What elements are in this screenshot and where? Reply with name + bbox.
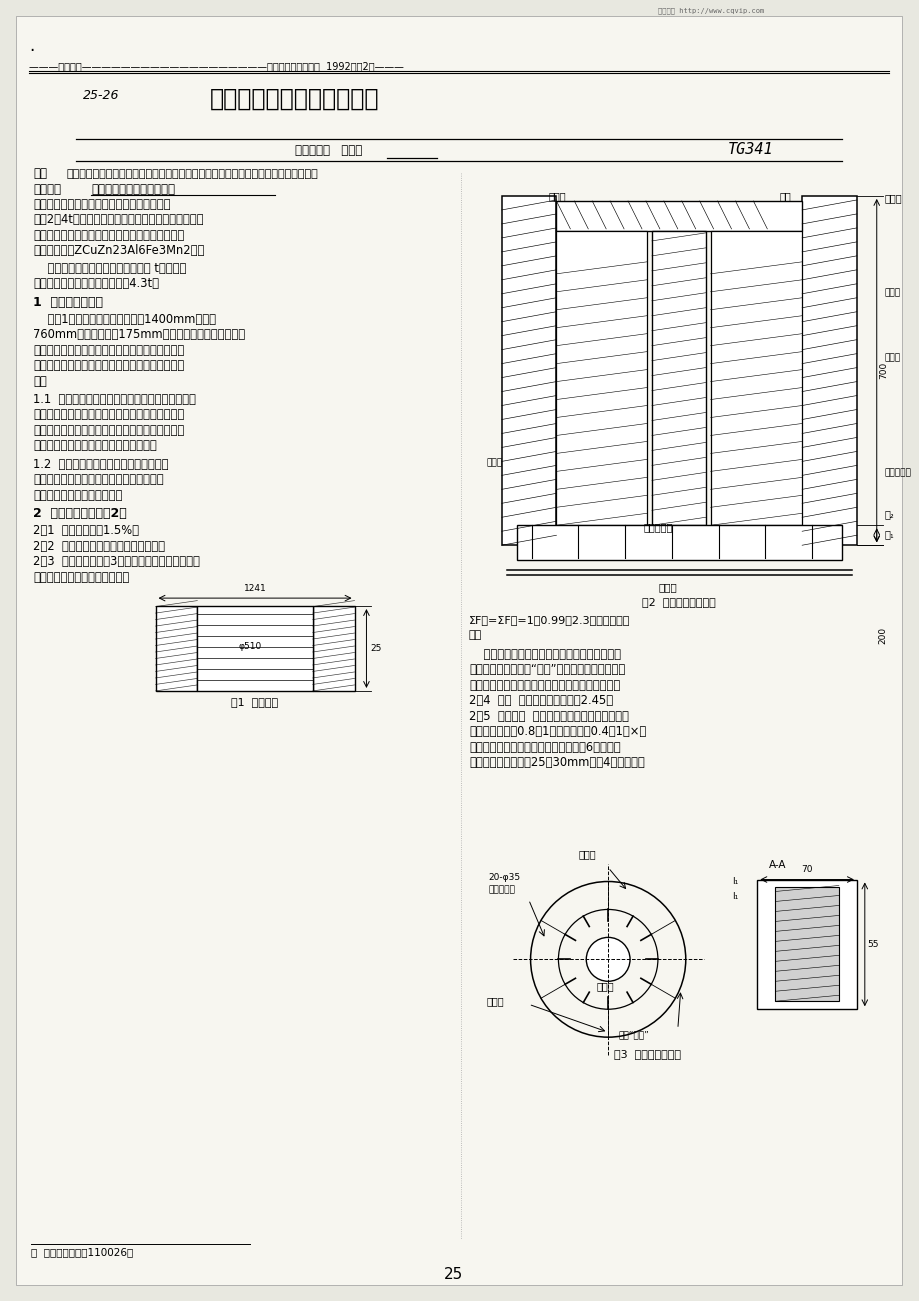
Text: 2．1  铸造收缩率厖1.5%。: 2．1 铸造收缩率厖1.5%。 xyxy=(33,524,139,537)
Text: 1.1  要创造顺序凝固的条件并加速冷却。在浇注位: 1.1 要创造顺序凝固的条件并加速冷却。在浇注位 xyxy=(33,393,196,406)
Text: 下₁: 下₁ xyxy=(884,530,893,539)
Bar xyxy=(501,196,556,545)
Text: （中）: （中） xyxy=(884,354,900,363)
Text: ·: · xyxy=(29,42,34,60)
Text: 雨淋内浇口: 雨淋内浇口 xyxy=(488,886,516,895)
Text: 25: 25 xyxy=(444,1267,463,1281)
Text: ———生产技术———————————————————特种铸造及有色合金  1992年第2期———: ———生产技术———————————————————特种铸造及有色合金 1992… xyxy=(29,61,403,72)
Text: 25-26: 25-26 xyxy=(83,90,119,103)
Text: 横浇口之间安放过滤“栅栏”（插两排钉子）。在横: 横浇口之间安放过滤“栅栏”（插两排钉子）。在横 xyxy=(469,664,625,677)
Text: 化夹杂等铸造缺陷，为此，必须采取相应的工艺措: 化夹杂等铸造缺陷，为此，必须采取相应的工艺措 xyxy=(33,359,185,372)
Text: 置上，铸件顶部设置冒口，内外圆放置冷铁；在快: 置上，铸件顶部设置冒口，内外圆放置冷铁；在快 xyxy=(33,409,185,422)
Text: 200: 200 xyxy=(878,627,887,644)
Bar xyxy=(756,879,856,1010)
Text: 雨淋内浇口: 雨淋内浇口 xyxy=(643,522,673,532)
Text: 注系统。采取底注式、开放式雨淋浇口，以: 注系统。采取底注式、开放式雨淋浇口，以 xyxy=(33,474,164,487)
Text: 关键词：: 关键词： xyxy=(33,183,62,196)
Text: 逸螺母，铸造工艺，铝黄逸: 逸螺母，铸造工艺，铝黄逸 xyxy=(91,183,175,196)
Bar xyxy=(312,606,354,691)
Text: 施。: 施。 xyxy=(33,375,47,388)
Text: 多年来采用干型铸造已生产了上百 t多种型号: 多年来采用干型铸造已生产了上百 t多种型号 xyxy=(33,262,187,275)
Text: 减少液流冲击产生氧化夹杂。: 减少液流冲击产生氧化夹杂。 xyxy=(33,489,122,502)
Text: 强度铝黄逸（ZCuZn23Al6Fe3Mn2）。: 强度铝黄逸（ZCuZn23Al6Fe3Mn2）。 xyxy=(33,245,204,258)
Text: 通用冷铁中: 通用冷铁中 xyxy=(884,468,911,477)
Text: 横浇口: 横浇口 xyxy=(486,997,504,1006)
Text: 芯铁管: 芯铁管 xyxy=(548,191,565,200)
Bar xyxy=(155,606,198,691)
Text: 浇口与内浇口之间安放过滤网（烧结的铁丝网）。: 浇口与内浇口之间安放过滤网（烧结的铁丝网）。 xyxy=(469,679,619,692)
Text: 响）: 响） xyxy=(469,630,482,640)
Text: 700: 700 xyxy=(878,362,887,379)
Text: 两个直浇口同时浇注，为了缓流，在直浇口与: 两个直浇口同时浇注，为了缓流，在直浇口与 xyxy=(469,648,620,661)
Text: φ510: φ510 xyxy=(238,641,261,650)
Text: 1241: 1241 xyxy=(244,584,267,593)
Text: 的条件，避免加工后在螺纹处发现气孔。: 的条件，避免加工后在螺纹处发现气孔。 xyxy=(33,440,157,453)
Bar xyxy=(198,606,312,691)
Text: 20-φ35: 20-φ35 xyxy=(488,873,520,882)
Text: 下₂: 下₂ xyxy=(884,509,893,519)
Text: 叙述大型逸螺母铸造工艺设计的原则、燕炼和浇注工艺的特点、废品分析及改进措施。: 叙述大型逸螺母铸造工艺设计的原则、燕炼和浇注工艺的特点、废品分析及改进措施。 xyxy=(66,169,317,180)
Text: 图3  浇注系统示意图: 图3 浇注系统示意图 xyxy=(614,1049,681,1059)
Text: 内冷铁: 内冷铁 xyxy=(486,458,503,467)
Text: 横浇口: 横浇口 xyxy=(658,582,677,592)
Text: 系统各部分断面面积比例如下：: 系统各部分断面面积比例如下： xyxy=(33,571,130,584)
Text: 1  铸造工艺性分析: 1 铸造工艺性分析 xyxy=(33,295,103,308)
Text: 大型逸螺母的铸造工艺特点: 大型逸螺母的铸造工艺特点 xyxy=(210,87,380,111)
Text: 这么厚，而且又都加工，容易出现气孔、缩松和氧: 这么厚，而且又都加工，容易出现气孔、缩松和氧 xyxy=(33,343,185,356)
Bar xyxy=(556,200,801,230)
Text: 沈阳铸造厂   侯廷秀: 沈阳铸造厂 侯廷秀 xyxy=(294,144,362,157)
Text: 2．4  冒口  冒口高与直径之比为2.45。: 2．4 冒口 冒口高与直径之比为2.45。 xyxy=(469,695,612,708)
Text: 25: 25 xyxy=(370,644,381,653)
Bar xyxy=(652,230,705,526)
Text: 速冷却的同时形成防止气体在铸件凝固时大量析出: 速冷却的同时形成防止气体在铸件凝固时大量析出 xyxy=(33,424,185,437)
Bar xyxy=(801,196,856,545)
Text: （上）: （上） xyxy=(884,289,900,298)
Text: 约为铸件高度的0.8～1倍，厚度为（0.4～1）×壁: 约为铸件高度的0.8～1倍，厚度为（0.4～1）×壁 xyxy=(469,726,645,739)
Text: I₁: I₁ xyxy=(732,892,738,902)
Text: 厚。为了取出方便，冷铁在圆周上分为6块，每两: 厚。为了取出方便，冷铁在圆周上分为6块，每两 xyxy=(469,740,619,753)
Text: 2．2  浇注位置：螺母中心轴垂直浇注。: 2．2 浇注位置：螺母中心轴垂直浇注。 xyxy=(33,540,165,553)
Text: A-A: A-A xyxy=(768,860,786,869)
Text: 自浇口: 自浇口 xyxy=(596,981,613,991)
Text: 摘要: 摘要 xyxy=(33,167,47,180)
Text: 70: 70 xyxy=(800,865,812,873)
Circle shape xyxy=(585,938,630,981)
Text: 760mm），壁厚大（175mm），内圆加工出梯形螺纹。: 760mm），壁厚大（175mm），内圆加工出梯形螺纹。 xyxy=(33,328,245,341)
Text: 2．3  浇注系统：如图3。底注式雨淋内浇口。浇注: 2．3 浇注系统：如图3。底注式雨淋内浇口。浇注 xyxy=(33,556,199,569)
Bar xyxy=(775,887,838,1002)
Bar xyxy=(709,230,801,526)
Bar xyxy=(556,230,646,526)
Text: TG341: TG341 xyxy=(727,142,772,157)
Text: 的大型逸螺母，其中最大的重达4.3t。: 的大型逸螺母，其中最大的重达4.3t。 xyxy=(33,277,159,290)
Text: 大（2～4t），技术条件要求高，在螺纹处不允许有气: 大（2～4t），技术条件要求高，在螺纹处不允许有气 xyxy=(33,213,203,226)
Text: 图2  逸螺母铸造工艺图: 图2 逸螺母铸造工艺图 xyxy=(641,597,715,608)
Text: ΣF直=ΣF横=1：0.99：2.3（不计滤网影: ΣF直=ΣF横=1：0.99：2.3（不计滤网影 xyxy=(469,615,630,624)
Text: 过滤“栅栏”: 过滤“栅栏” xyxy=(618,1030,648,1039)
Text: 大型逸螺母是锻压机床的关键部件，该件重量: 大型逸螺母是锻压机床的关键部件，该件重量 xyxy=(33,198,171,211)
Text: 以图1为例，大型逸螺母（长度1400mm，直径: 以图1为例，大型逸螺母（长度1400mm，直径 xyxy=(33,312,216,325)
Text: ＊  侯廷秀，沈阳（110026）: ＊ 侯廷秀，沈阳（110026） xyxy=(31,1246,133,1257)
Text: 过滤网: 过滤网 xyxy=(578,850,596,860)
Text: 图1  逸螺母图: 图1 逸螺母图 xyxy=(232,697,278,706)
Text: 冒口: 冒口 xyxy=(778,191,790,200)
Text: 维普资讯 http://www.cqvip.com: 维普资讯 http://www.cqvip.com xyxy=(657,8,764,14)
Text: 块冷铁之间的间隙畖25～30mm如图4，稍小些的: 块冷铁之间的间隙畖25～30mm如图4，稍小些的 xyxy=(469,756,644,769)
Text: I₁: I₁ xyxy=(732,877,738,886)
Text: 2．5  激冷措施  在内、外圆放置冷铁。冷铁高度: 2．5 激冷措施 在内、外圆放置冷铁。冷铁高度 xyxy=(469,710,628,723)
Bar xyxy=(516,526,841,561)
Text: 2  铸造工艺设计（图2）: 2 铸造工艺设计（图2） xyxy=(33,507,127,520)
Text: 直浇口: 直浇口 xyxy=(884,193,902,203)
Text: 1.2  要创造充型平稳的条件，合理设计浇: 1.2 要创造充型平稳的条件，合理设计浇 xyxy=(33,458,168,471)
Text: 55: 55 xyxy=(866,939,878,948)
Text: 孔、缩松和氧化夹杂等铸造缺陷。铸件的材质为高: 孔、缩松和氧化夹杂等铸造缺陷。铸件的材质为高 xyxy=(33,229,185,242)
